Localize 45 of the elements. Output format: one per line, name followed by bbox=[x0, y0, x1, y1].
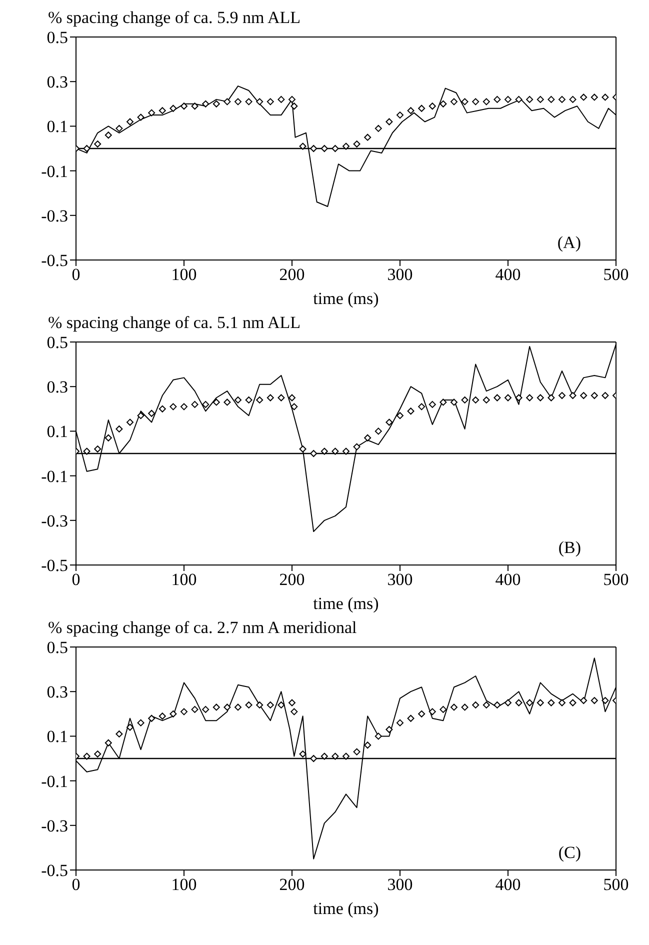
y-tick-label: -0.1 bbox=[41, 772, 68, 791]
y-tick-label: 0.3 bbox=[46, 682, 68, 702]
y-tick-label: 0.5 bbox=[46, 28, 68, 48]
y-tick-label: -0.3 bbox=[41, 511, 68, 530]
chart-title: % spacing change of ca. 5.9 nm ALL bbox=[47, 8, 302, 29]
annotation: (A) bbox=[557, 233, 581, 253]
x-tick-label: 500 bbox=[603, 875, 629, 894]
x-tick-label: 100 bbox=[171, 875, 197, 894]
x-tick-label: 400 bbox=[495, 875, 521, 894]
y-tick-label: 0.1 bbox=[46, 727, 68, 746]
x-tick-label: 300 bbox=[387, 570, 413, 590]
y-tick-label: -0.3 bbox=[41, 816, 68, 836]
x-axis-title: time (ms) bbox=[313, 899, 379, 918]
x-tick-label: 200 bbox=[279, 570, 305, 590]
y-tick-label: -0.5 bbox=[41, 556, 68, 576]
y-tick-label: -0.5 bbox=[41, 251, 68, 270]
x-tick-label: 400 bbox=[495, 265, 521, 284]
x-axis-title: time (ms) bbox=[313, 289, 379, 308]
y-tick-label: 0.5 bbox=[46, 638, 68, 658]
x-tick-label: 300 bbox=[387, 875, 413, 894]
x-tick-label: 500 bbox=[603, 570, 629, 590]
y-tick-label: 0.1 bbox=[46, 117, 68, 136]
annotation: (C) bbox=[558, 843, 581, 863]
y-tick-label: -0.1 bbox=[41, 162, 68, 181]
y-tick-label: 0.3 bbox=[46, 72, 68, 92]
y-tick-label: -0.1 bbox=[41, 466, 68, 486]
x-axis-title: time (ms) bbox=[313, 594, 379, 613]
x-tick-label: 0 bbox=[72, 265, 80, 284]
x-tick-label: 200 bbox=[279, 265, 305, 284]
x-tick-label: 300 bbox=[387, 265, 413, 284]
x-tick-label: 100 bbox=[171, 570, 197, 590]
y-tick-label: 0.1 bbox=[46, 422, 68, 442]
y-tick-label: -0.5 bbox=[41, 861, 68, 880]
annotation: (B) bbox=[558, 538, 581, 558]
y-tick-label: 0.5 bbox=[46, 333, 68, 352]
chart-title: % spacing change of ca. 5.1 nm ALL bbox=[47, 313, 302, 334]
x-tick-label: 100 bbox=[171, 265, 197, 284]
x-tick-label: 0 bbox=[72, 570, 80, 590]
x-tick-label: 0 bbox=[72, 875, 80, 894]
x-tick-label: 400 bbox=[495, 570, 521, 590]
chart-title: % spacing change of ca. 2.7 nm A meridional bbox=[47, 618, 358, 639]
x-tick-label: 200 bbox=[279, 875, 305, 894]
y-tick-label: 0.3 bbox=[46, 378, 68, 397]
y-tick-label: -0.3 bbox=[41, 206, 68, 226]
x-tick-label: 500 bbox=[603, 265, 629, 284]
